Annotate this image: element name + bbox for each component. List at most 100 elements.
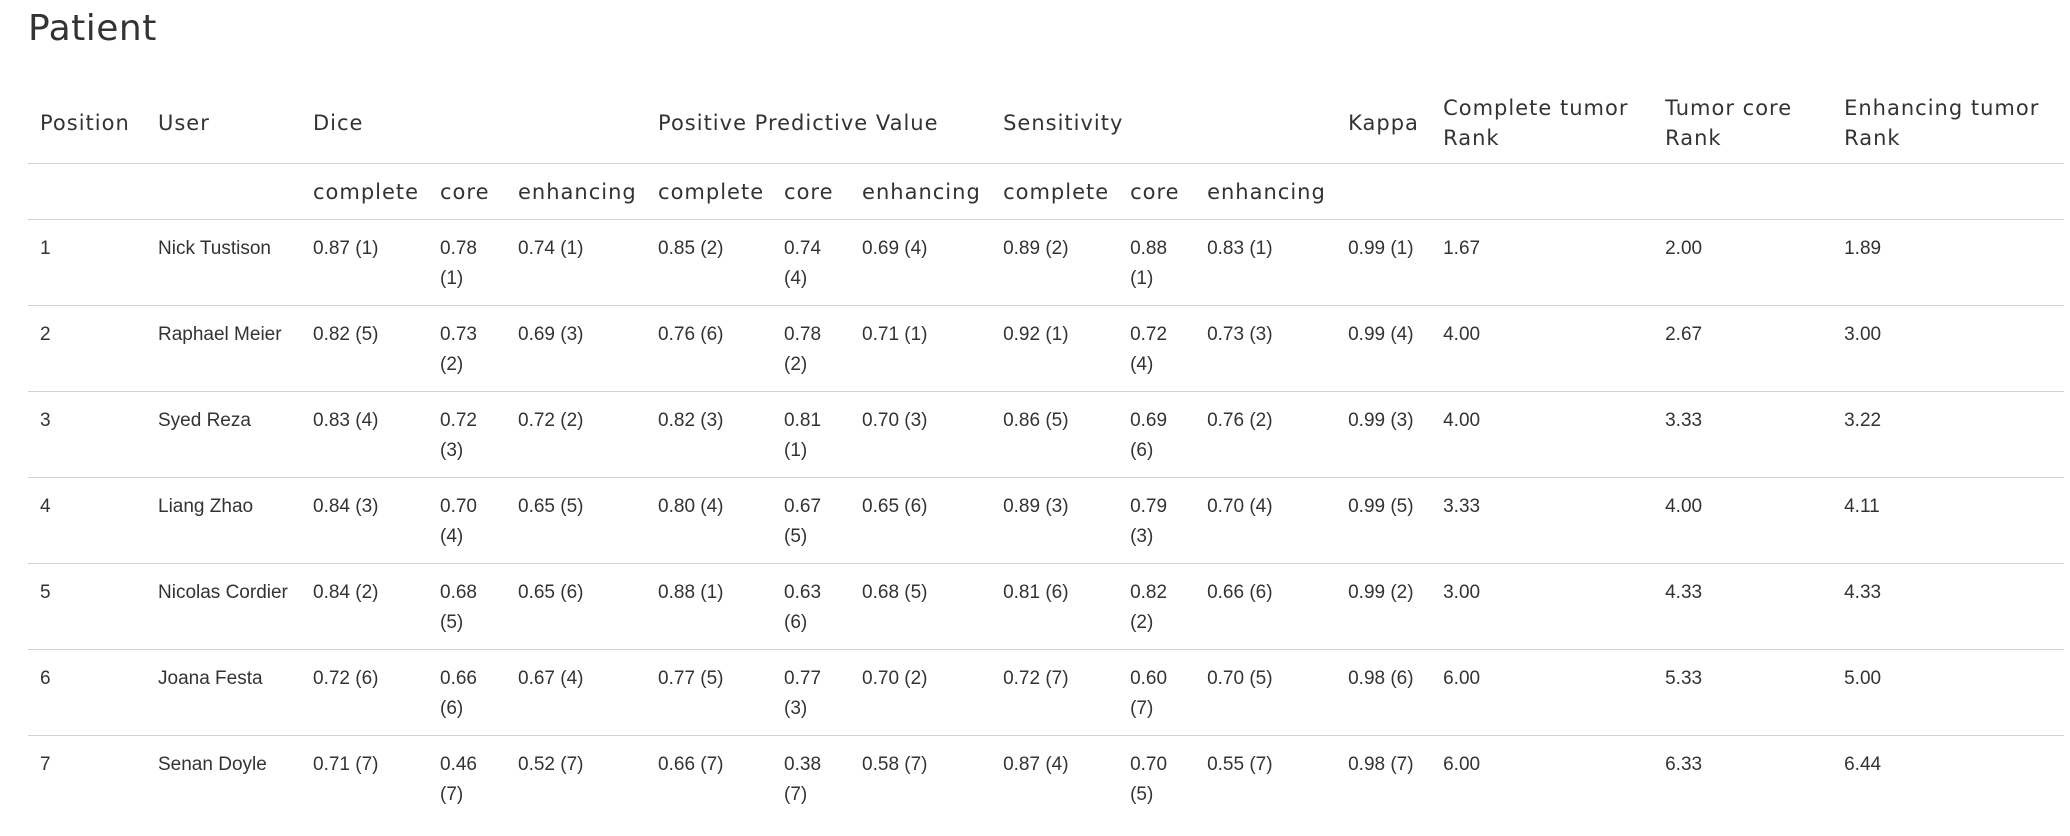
cell-ppv-enhancing: 0.65 (6) xyxy=(862,496,928,517)
cell-sensitivity-core: 0.70 (5) xyxy=(1130,754,1168,805)
cell-core-rank: 3.33 xyxy=(1665,410,1703,431)
cell-dice-core: 0.68 (5) xyxy=(440,582,477,633)
cell-enhancing-rank: 1.89 xyxy=(1844,238,1882,259)
cell-ppv-enhancing: 0.70 (3) xyxy=(862,410,928,431)
cell-core-rank: 6.33 xyxy=(1665,754,1703,775)
cell-sensitivity-enhancing: 0.70 (4) xyxy=(1207,496,1273,517)
cell-ppv-enhancing: 0.70 (2) xyxy=(862,668,928,689)
cell-dice-enhancing: 0.65 (6) xyxy=(518,582,584,603)
table-row: 6 Joana Festa 0.72 (6) 0.66 (6) 0.67 (4) 0.77… xyxy=(28,649,2065,736)
cell-user: Liang Zhao xyxy=(158,496,254,517)
cell-dice-enhancing: 0.52 (7) xyxy=(518,754,584,775)
cell-position: 1 xyxy=(40,238,51,259)
cell-core-rank: 2.67 xyxy=(1665,324,1703,345)
cell-kappa: 0.99 (5) xyxy=(1348,496,1414,517)
cell-complete-rank: 4.00 xyxy=(1443,324,1481,345)
subheader-ppv-enhancing: enhancing xyxy=(862,179,981,204)
cell-position: 7 xyxy=(40,754,51,775)
cell-kappa: 0.99 (2) xyxy=(1348,582,1414,603)
cell-dice-complete: 0.83 (4) xyxy=(313,410,379,431)
cell-ppv-complete: 0.85 (2) xyxy=(658,238,724,259)
cell-sensitivity-enhancing: 0.70 (5) xyxy=(1207,668,1273,689)
subheader-row: complete core enhancing complete core en… xyxy=(28,163,2065,220)
table-body: 1 Nick Tustison 0.87 (1) 0.78 (1) 0.74 (1) 0.… xyxy=(28,219,2065,821)
subheader-sensitivity-complete: complete xyxy=(1003,179,1110,204)
col-header-dice: Dice xyxy=(313,111,364,135)
cell-sensitivity-enhancing: 0.66 (6) xyxy=(1207,582,1273,603)
subheader-empty xyxy=(1653,164,1832,220)
cell-complete-rank: 3.33 xyxy=(1443,496,1481,517)
cell-ppv-enhancing: 0.58 (7) xyxy=(862,754,928,775)
cell-dice-complete: 0.87 (1) xyxy=(313,238,379,259)
cell-complete-rank: 6.00 xyxy=(1443,668,1481,689)
cell-sensitivity-enhancing: 0.55 (7) xyxy=(1207,754,1273,775)
cell-complete-rank: 6.00 xyxy=(1443,754,1481,775)
cell-enhancing-rank: 6.44 xyxy=(1844,754,1882,775)
cell-dice-complete: 0.72 (6) xyxy=(313,668,379,689)
cell-core-rank: 2.00 xyxy=(1665,238,1703,259)
cell-user: Nick Tustison xyxy=(158,238,271,259)
cell-dice-complete: 0.82 (5) xyxy=(313,324,379,345)
cell-ppv-core: 0.77 (3) xyxy=(784,668,822,719)
table-row: 2 Raphael Meier 0.82 (5) 0.73 (2) 0.69 (3) 0.… xyxy=(28,305,2065,392)
cell-position: 2 xyxy=(40,324,51,345)
cell-enhancing-rank: 4.33 xyxy=(1844,582,1882,603)
subheader-empty xyxy=(146,164,301,220)
cell-ppv-core: 0.67 (5) xyxy=(784,496,822,547)
cell-dice-enhancing: 0.69 (3) xyxy=(518,324,584,345)
cell-ppv-enhancing: 0.68 (5) xyxy=(862,582,928,603)
cell-sensitivity-complete: 0.81 (6) xyxy=(1003,582,1069,603)
cell-sensitivity-complete: 0.86 (5) xyxy=(1003,410,1069,431)
cell-sensitivity-complete: 0.87 (4) xyxy=(1003,754,1069,775)
cell-sensitivity-complete: 0.89 (2) xyxy=(1003,238,1069,259)
cell-kappa: 0.99 (3) xyxy=(1348,410,1414,431)
page-title: Patient xyxy=(28,8,157,49)
cell-user: Syed Reza xyxy=(158,410,251,431)
cell-dice-complete: 0.71 (7) xyxy=(313,754,379,775)
cell-position: 6 xyxy=(40,668,51,689)
cell-sensitivity-core: 0.88 (1) xyxy=(1130,238,1168,289)
cell-core-rank: 5.33 xyxy=(1665,668,1703,689)
cell-dice-core: 0.72 (3) xyxy=(440,410,477,461)
cell-user: Nicolas Cordier xyxy=(158,582,288,603)
subheader-empty xyxy=(1832,164,2064,220)
subheader-ppv-core: core xyxy=(784,179,834,204)
cell-dice-core: 0.66 (6) xyxy=(440,668,477,719)
cell-enhancing-rank: 5.00 xyxy=(1844,668,1882,689)
col-header-kappa: Kappa xyxy=(1348,111,1419,135)
cell-sensitivity-core: 0.82 (2) xyxy=(1130,582,1168,633)
col-header-position: Position xyxy=(40,111,130,135)
subheader-dice-enhancing: enhancing xyxy=(518,179,637,204)
cell-dice-core: 0.78 (1) xyxy=(440,238,477,289)
cell-dice-enhancing: 0.65 (5) xyxy=(518,496,584,517)
cell-sensitivity-core: 0.79 (3) xyxy=(1130,496,1168,547)
table-row: 4 Liang Zhao 0.84 (3) 0.70 (4) 0.65 (5) 0.80 … xyxy=(28,477,2065,564)
table-row: 7 Senan Doyle 0.71 (7) 0.46 (7) 0.52 (7) 0.66… xyxy=(28,735,2065,821)
cell-ppv-core: 0.63 (6) xyxy=(784,582,822,633)
cell-ppv-complete: 0.77 (5) xyxy=(658,668,724,689)
cell-sensitivity-core: 0.72 (4) xyxy=(1130,324,1168,375)
cell-enhancing-rank: 3.22 xyxy=(1844,410,1882,431)
cell-enhancing-rank: 4.11 xyxy=(1844,496,1880,517)
cell-user: Senan Doyle xyxy=(158,754,267,775)
cell-ppv-core: 0.74 (4) xyxy=(784,238,822,289)
col-header-sensitivity: Sensitivity xyxy=(1003,111,1124,135)
cell-dice-enhancing: 0.74 (1) xyxy=(518,238,584,259)
cell-dice-core: 0.73 (2) xyxy=(440,324,477,375)
cell-sensitivity-enhancing: 0.73 (3) xyxy=(1207,324,1273,345)
subheader-empty xyxy=(1431,164,1653,220)
cell-sensitivity-enhancing: 0.83 (1) xyxy=(1207,238,1273,259)
cell-ppv-complete: 0.66 (7) xyxy=(658,754,724,775)
cell-core-rank: 4.33 xyxy=(1665,582,1703,603)
cell-complete-rank: 1.67 xyxy=(1443,238,1481,259)
cell-dice-complete: 0.84 (3) xyxy=(313,496,379,517)
cell-ppv-core: 0.78 (2) xyxy=(784,324,822,375)
col-header-core-rank: Tumor core Rank xyxy=(1665,96,1793,150)
results-table: Position User Dice Positive Predictive V… xyxy=(28,83,2065,821)
table-row: 3 Syed Reza 0.83 (4) 0.72 (3) 0.72 (2) 0.82 (… xyxy=(28,391,2065,478)
subheader-empty xyxy=(1336,164,1431,220)
cell-ppv-complete: 0.88 (1) xyxy=(658,582,724,603)
cell-user: Raphael Meier xyxy=(158,324,282,345)
cell-dice-core: 0.70 (4) xyxy=(440,496,477,547)
col-header-user: User xyxy=(158,111,210,135)
